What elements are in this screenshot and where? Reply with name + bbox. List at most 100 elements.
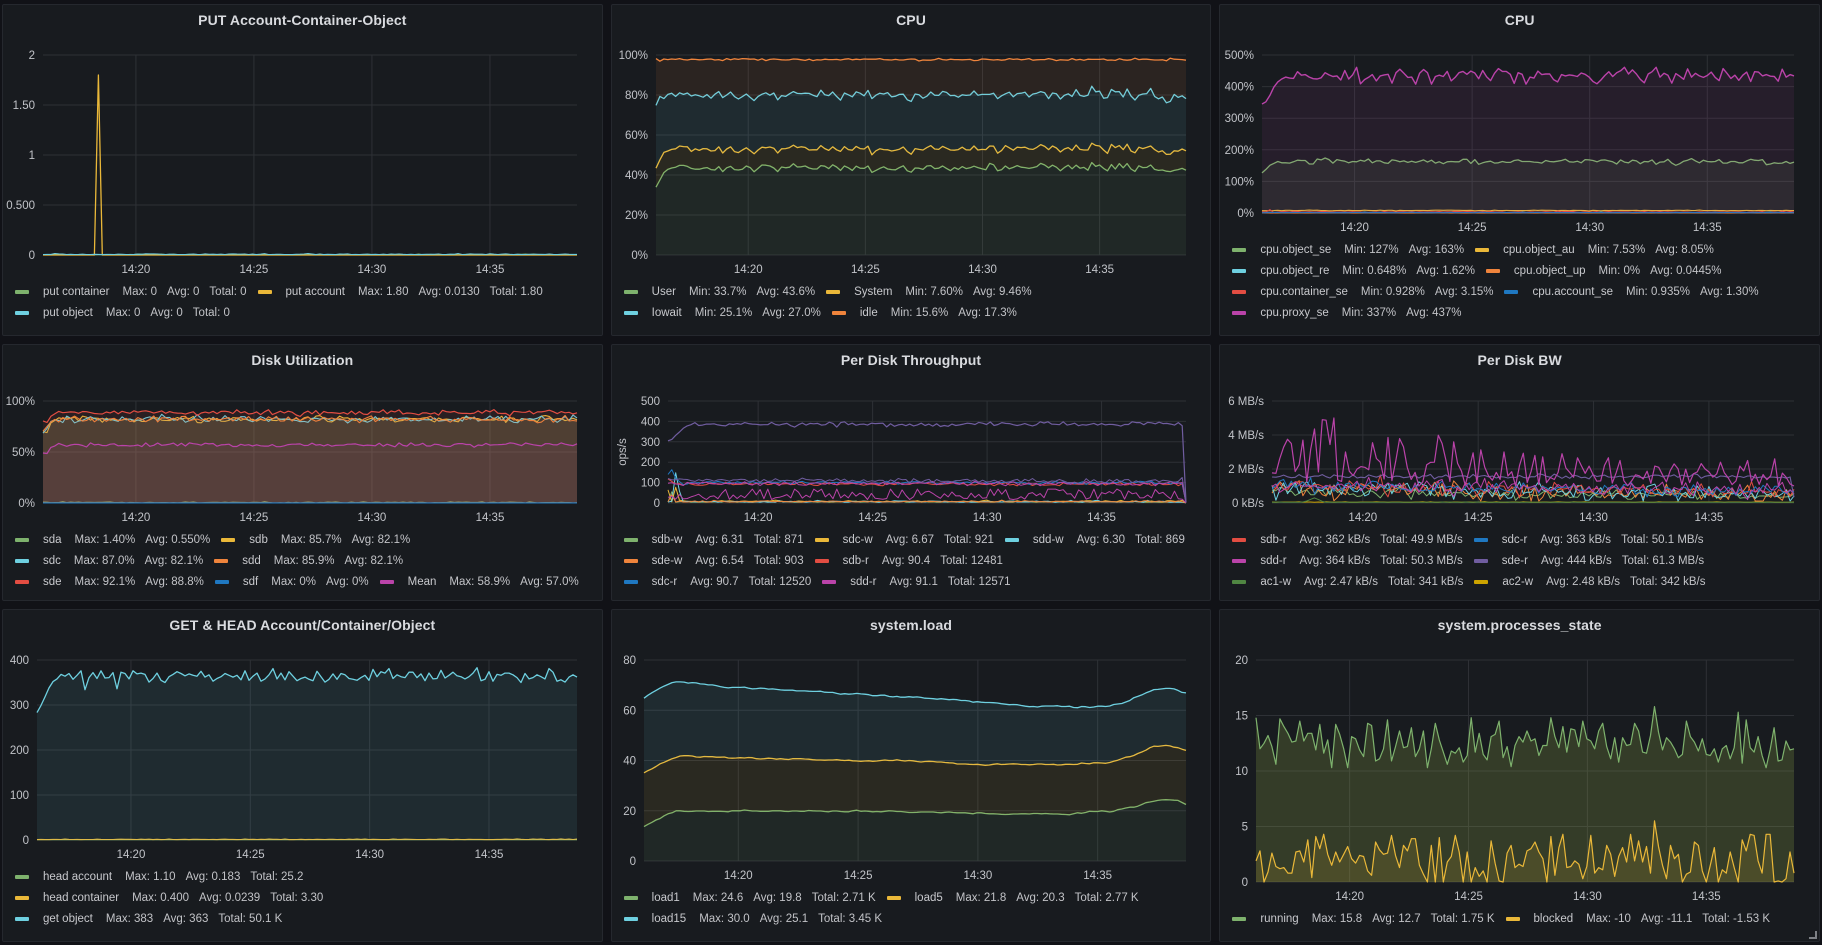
- legend-series-swatch[interactable]: [1232, 268, 1247, 273]
- legend-series-name[interactable]: sde-r: [1501, 554, 1528, 567]
- legend-series-name[interactable]: idle: [859, 306, 878, 319]
- legend-series-name[interactable]: load1: [651, 891, 680, 904]
- legend-series-swatch[interactable]: [1504, 289, 1519, 294]
- panel-title[interactable]: GET & HEAD Account/Container/Object: [169, 617, 436, 633]
- legend-series-name[interactable]: running: [1260, 912, 1299, 925]
- legend-series-swatch[interactable]: [1485, 268, 1500, 273]
- legend-series-name[interactable]: sdb-r: [842, 554, 869, 567]
- legend-series-name[interactable]: sdc: [43, 554, 61, 567]
- legend-item-ac1-w[interactable]: ac1-w Avg: 2.47 kB/s Total: 341 kB/s: [1232, 576, 1463, 588]
- legend-series-name[interactable]: cpu.object_re: [1260, 264, 1330, 277]
- legend-series-swatch[interactable]: [623, 579, 638, 584]
- legend-series-swatch[interactable]: [15, 310, 29, 315]
- legend-series-name[interactable]: sda: [43, 533, 62, 546]
- legend-item-system[interactable]: System Min: 7.60% Avg: 9.46%: [826, 285, 1032, 298]
- legend-series-name[interactable]: sdd-w: [1032, 533, 1064, 546]
- timeseries-chart[interactable]: 0 20 40 60 80 14:20 14:25 14:30 14:35: [612, 610, 1211, 941]
- legend-series-swatch[interactable]: [1505, 916, 1520, 921]
- legend-series-name[interactable]: load5: [914, 891, 943, 904]
- legend-item-cpu-proxy-se[interactable]: cpu.proxy_se Min: 337% Avg: 437%: [1232, 306, 1462, 319]
- legend-series-name[interactable]: sde-w: [651, 554, 683, 567]
- legend-series-swatch[interactable]: [1232, 579, 1247, 584]
- legend-series-name[interactable]: System: [854, 285, 893, 298]
- legend-item-sdb[interactable]: sdb Max: 85.7% Avg: 82.1%: [221, 534, 410, 546]
- legend-item-sdd-r[interactable]: sdd-r Avg: 364 kB/s Total: 50.3 MB/s: [1232, 555, 1463, 567]
- legend-item-cpu-object-se[interactable]: cpu.object_se Min: 127% Avg: 163%: [1232, 244, 1464, 256]
- legend-item-load1[interactable]: load1 Max: 24.6 Avg: 19.8 Total: 2.71 K: [623, 891, 876, 904]
- legend-series-name[interactable]: get object: [43, 912, 93, 925]
- legend-series-swatch[interactable]: [1232, 537, 1247, 542]
- legend-series-name[interactable]: cpu.object_up: [1513, 264, 1586, 277]
- legend-series-name[interactable]: put object: [43, 306, 93, 319]
- legend-item-put-container[interactable]: put container Max: 0 Avg: 0 Total: 0: [15, 286, 247, 298]
- legend-item-put-object[interactable]: put object Max: 0 Avg: 0 Total: 0: [15, 307, 230, 319]
- legend-item-sdb-r[interactable]: sdb-r Avg: 362 kB/s Total: 49.9 MB/s: [1232, 533, 1463, 546]
- legend-item-sdf[interactable]: sdf Max: 0% Avg: 0%: [214, 575, 369, 588]
- legend-series-swatch[interactable]: [831, 310, 846, 315]
- legend-series-name[interactable]: cpu.proxy_se: [1260, 306, 1329, 319]
- legend-series-swatch[interactable]: [214, 579, 229, 584]
- legend-item-idle[interactable]: idle Min: 15.6% Avg: 17.3%: [831, 306, 1017, 319]
- legend-series-name[interactable]: sdb-w: [651, 533, 683, 546]
- legend-series-swatch[interactable]: [1232, 289, 1247, 294]
- legend-series-swatch[interactable]: [822, 579, 837, 584]
- timeseries-chart[interactable]: 0 kB/s 2 MB/s 4 MB/s 6 MB/s 14:20 14:25 14:30 1…: [1220, 345, 1819, 600]
- legend-series-swatch[interactable]: [623, 895, 638, 900]
- timeseries-chart[interactable]: 0 5 10 15 20 14:20 14:25 14:30 14:35: [1220, 610, 1819, 941]
- timeseries-chart[interactable]: 0% 50% 100% 14:20 14:25 14:30 14:35: [3, 345, 602, 600]
- legend-series-swatch[interactable]: [623, 310, 638, 315]
- legend-item-sde-r[interactable]: sde-r Avg: 444 kB/s Total: 61.3 MB/s: [1473, 554, 1704, 567]
- legend-series-swatch[interactable]: [1232, 310, 1247, 315]
- legend-series-swatch[interactable]: [214, 558, 229, 563]
- panel-title[interactable]: PUT Account-Container-Object: [198, 12, 407, 28]
- legend-series-swatch[interactable]: [221, 537, 236, 542]
- panel-resize-handle[interactable]: [1809, 931, 1817, 939]
- legend-item-get-object[interactable]: get object Max: 383 Avg: 363 Total: 50.1 K: [15, 913, 282, 925]
- legend-item-load5[interactable]: load5 Max: 21.8 Avg: 20.3 Total: 2.77 K: [886, 891, 1139, 904]
- legend-item-head-account[interactable]: head account Max: 1.10 Avg: 0.183 Total: 25…: [15, 871, 303, 883]
- legend-item-sdd-w[interactable]: sdd-w Avg: 6.30 Total: 869: [1004, 533, 1185, 546]
- legend-series-name[interactable]: sdc-w: [842, 533, 873, 546]
- legend-series-swatch[interactable]: [623, 537, 638, 542]
- legend-series-swatch[interactable]: [15, 537, 29, 542]
- legend-item-blocked[interactable]: blocked Max: -10 Avg: -11.1 Total: -1.53 K: [1505, 912, 1770, 925]
- legend-item-sde[interactable]: sde Max: 92.1% Avg: 88.8%: [15, 576, 204, 588]
- legend-series-name[interactable]: blocked: [1533, 912, 1574, 925]
- legend-series-name[interactable]: cpu.container_se: [1260, 285, 1348, 298]
- panel-title[interactable]: system.processes_state: [1437, 617, 1602, 633]
- timeseries-chart[interactable]: 0% 100% 200% 300% 400% 500% 14:20 14:25 14:30 14:…: [1220, 5, 1819, 335]
- legend-item-iowait[interactable]: Iowait Min: 25.1% Avg: 27.0%: [623, 307, 821, 319]
- legend-item-cpu-container-se[interactable]: cpu.container_se Min: 0.928% Avg: 3.15%: [1232, 286, 1493, 298]
- panel-title[interactable]: CPU: [896, 12, 926, 28]
- legend-item-cpu-object-up[interactable]: cpu.object_up Min: 0% Avg: 0.0445%: [1485, 264, 1722, 277]
- legend-series-name[interactable]: head container: [43, 891, 120, 904]
- legend-item-load15[interactable]: load15 Max: 30.0 Avg: 25.1 Total: 3.45 K: [623, 913, 882, 925]
- legend-series-name[interactable]: sdb-r: [1260, 533, 1287, 546]
- legend-series-name[interactable]: sdb: [249, 533, 268, 546]
- legend-series-swatch[interactable]: [257, 289, 272, 294]
- legend-item-cpu-object-re[interactable]: cpu.object_re Min: 0.648% Avg: 1.62%: [1232, 265, 1475, 277]
- legend-series-name[interactable]: cpu.account_se: [1532, 285, 1614, 298]
- legend-item-sdd[interactable]: sdd Max: 85.9% Avg: 82.1%: [214, 555, 403, 567]
- legend-series-swatch[interactable]: [1473, 558, 1488, 563]
- legend-series-name[interactable]: put account: [285, 285, 345, 298]
- legend-series-swatch[interactable]: [15, 895, 29, 900]
- timeseries-chart[interactable]: 0 100 200 300 400 500 14:20 14:25 14:30 14:35 ops/…: [612, 345, 1211, 600]
- legend-item-sdb-r[interactable]: sdb-r Avg: 90.4 Total: 12481: [814, 554, 1003, 567]
- legend-series-name[interactable]: sdf: [242, 575, 259, 588]
- legend-series-swatch[interactable]: [15, 289, 29, 294]
- panel-title[interactable]: Disk Utilization: [251, 352, 354, 368]
- legend-series-swatch[interactable]: [623, 558, 638, 563]
- legend-series-swatch[interactable]: [15, 558, 29, 563]
- legend-item-mean[interactable]: Mean Max: 58.9% Avg: 57.0%: [379, 576, 579, 588]
- legend-series-swatch[interactable]: [1475, 247, 1490, 252]
- legend-series-swatch[interactable]: [1232, 247, 1247, 252]
- legend-series-name[interactable]: sde: [43, 575, 62, 588]
- legend-series-name[interactable]: cpu.object_au: [1503, 243, 1575, 256]
- legend-series-swatch[interactable]: [1232, 558, 1247, 563]
- panel-title[interactable]: Per Disk BW: [1477, 352, 1562, 368]
- legend-item-sda[interactable]: sda Max: 1.40% Avg: 0.550%: [15, 534, 210, 546]
- legend-series-name[interactable]: sdc-r: [1501, 533, 1528, 546]
- legend-series-swatch[interactable]: [814, 558, 829, 563]
- legend-series-swatch[interactable]: [1004, 537, 1019, 542]
